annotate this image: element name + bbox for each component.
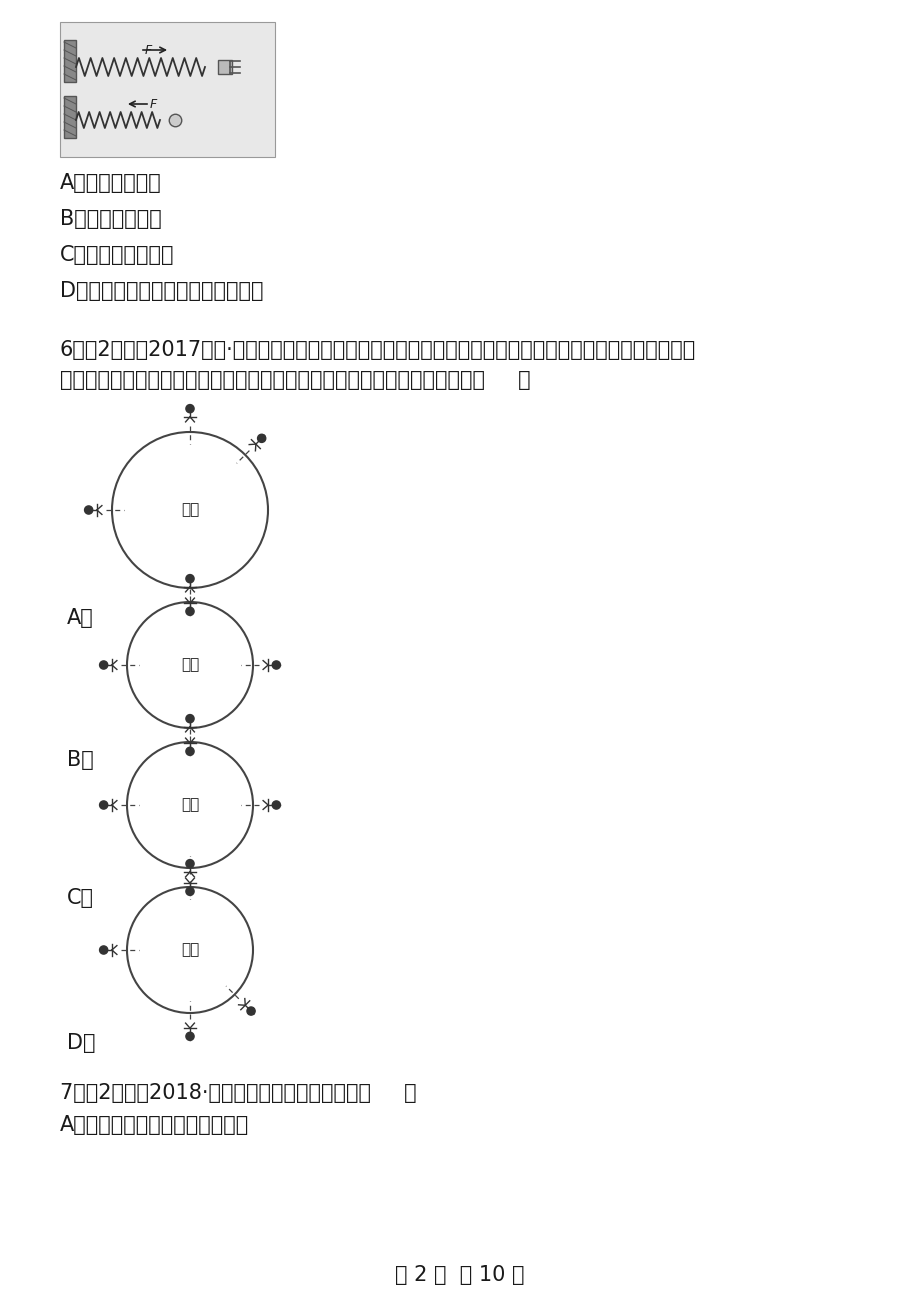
Text: 虚线表示石块下落的路径，则对石块下落路径的描述最接近实际的示意图是（     ）: 虚线表示石块下落的路径，则对石块下落路径的描述最接近实际的示意图是（ ）: [60, 370, 530, 391]
Circle shape: [85, 506, 93, 514]
Circle shape: [186, 405, 194, 413]
Bar: [64, 96, 76, 138]
Text: F: F: [144, 44, 152, 57]
Circle shape: [186, 747, 194, 755]
Circle shape: [272, 801, 280, 809]
Circle shape: [246, 1006, 255, 1016]
Text: 6．（2分）（2017八下·延安期中）如图所示是描述地球上不同位置的人释放手中石块的四个示意图，图中的: 6．（2分）（2017八下·延安期中）如图所示是描述地球上不同位置的人释放手中石…: [60, 340, 696, 359]
Circle shape: [99, 801, 108, 809]
Text: 地球: 地球: [181, 658, 199, 673]
Circle shape: [127, 602, 253, 728]
Circle shape: [186, 1032, 194, 1040]
Text: 地球: 地球: [181, 798, 199, 812]
Circle shape: [257, 435, 266, 443]
Text: D．: D．: [67, 1032, 96, 1053]
Circle shape: [99, 947, 108, 954]
Circle shape: [112, 432, 267, 589]
Bar: [60, 22, 275, 158]
Text: B．: B．: [67, 750, 94, 769]
Text: 第 2 页  共 10 页: 第 2 页 共 10 页: [395, 1266, 524, 1285]
Circle shape: [272, 661, 280, 669]
Text: A．: A．: [67, 608, 94, 628]
Circle shape: [127, 887, 253, 1013]
Circle shape: [186, 887, 194, 896]
Text: 地球: 地球: [181, 503, 199, 517]
Text: 地球: 地球: [181, 943, 199, 957]
Bar: [64, 40, 76, 82]
Text: C．力的作用点有关: C．力的作用点有关: [60, 245, 175, 266]
Text: 7．（2分）（2018·聊城）下列说法中正确的是（     ）: 7．（2分）（2018·聊城）下列说法中正确的是（ ）: [60, 1083, 416, 1103]
Circle shape: [99, 661, 108, 669]
Text: A．二极管是用半导体材料制成的: A．二极管是用半导体材料制成的: [60, 1115, 249, 1135]
Circle shape: [186, 607, 194, 616]
Text: A．力的大小有关: A．力的大小有关: [60, 173, 162, 193]
Circle shape: [186, 574, 194, 583]
Text: F: F: [149, 98, 156, 111]
Text: C．: C．: [67, 888, 94, 907]
Text: B．力的方向有关: B．力的方向有关: [60, 210, 162, 229]
Circle shape: [186, 715, 194, 723]
Circle shape: [186, 859, 194, 867]
Circle shape: [127, 742, 253, 868]
Text: D．力的大小、方向、作用点都有关: D．力的大小、方向、作用点都有关: [60, 281, 263, 301]
